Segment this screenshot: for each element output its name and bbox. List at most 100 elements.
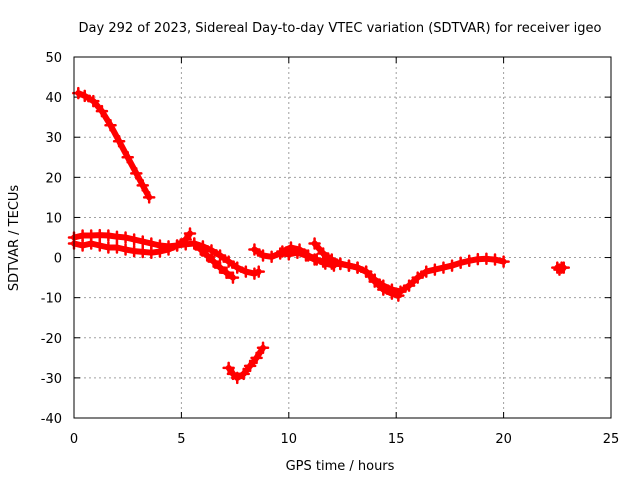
- data-point: [136, 179, 149, 192]
- data-point: [377, 283, 390, 296]
- data-point: [316, 247, 330, 260]
- data-point: [239, 265, 253, 278]
- data-point: [308, 237, 321, 250]
- data-point: [437, 261, 450, 274]
- data-point: [200, 249, 214, 262]
- data-point: [136, 235, 149, 248]
- y-tick-label: 50: [45, 51, 62, 66]
- data-point: [351, 261, 364, 274]
- data-point: [462, 254, 476, 268]
- series-arc-6: [276, 241, 341, 272]
- y-tick-label: 10: [45, 211, 62, 226]
- data-point: [230, 261, 244, 274]
- data-point: [445, 259, 459, 272]
- data-point: [293, 243, 306, 256]
- data-point: [183, 227, 197, 240]
- data-point: [76, 239, 89, 252]
- data-point: [95, 104, 109, 118]
- data-point: [87, 94, 100, 108]
- y-tick-label: -30: [41, 372, 62, 387]
- data-point: [142, 191, 156, 204]
- data-point: [334, 257, 347, 270]
- data-point: [454, 256, 467, 270]
- y-axis-title: SDTVAR / TECUs: [7, 185, 22, 292]
- data-point: [222, 255, 235, 268]
- data-point: [213, 249, 227, 262]
- x-tick-label: 15: [388, 432, 405, 447]
- axis-ticks: [73, 56, 612, 419]
- series-arc-3: [67, 227, 197, 259]
- data-point: [194, 243, 207, 256]
- data-point: [127, 233, 141, 246]
- data-point: [207, 255, 220, 268]
- data-point: [226, 271, 240, 284]
- data-point: [84, 237, 98, 250]
- data-point: [385, 287, 399, 300]
- data-point: [112, 134, 126, 148]
- data-point: [402, 279, 416, 292]
- data-point: [220, 266, 233, 280]
- y-tick-label: -10: [41, 292, 62, 307]
- y-tick-label: 0: [54, 252, 62, 267]
- chart-title: Day 292 of 2023, Sidereal Day-to-day VTE…: [79, 21, 602, 36]
- data-point: [110, 241, 124, 254]
- series-line: [75, 90, 153, 201]
- data-point: [93, 239, 107, 252]
- data-point: [256, 341, 270, 355]
- data-point: [411, 271, 424, 284]
- y-tick-label: 30: [45, 131, 62, 146]
- data-point: [121, 151, 134, 164]
- series-line: [71, 232, 262, 277]
- data-point: [342, 259, 356, 272]
- plot-frame: [73, 56, 612, 419]
- series-arc-7: [308, 237, 405, 302]
- data-point: [359, 265, 373, 278]
- y-tick-label: 20: [45, 171, 62, 186]
- data-point: [301, 249, 315, 262]
- data-point: [428, 263, 442, 276]
- data-point: [119, 231, 132, 244]
- data-point: [153, 245, 167, 258]
- data-point: [284, 241, 298, 254]
- data-point: [78, 89, 91, 103]
- y-tick-label: -20: [41, 332, 62, 347]
- x-tick-label: 25: [603, 432, 620, 447]
- data-point: [237, 367, 250, 381]
- data-point: [557, 261, 570, 274]
- tick-labels: 0 5 10 15 20 25 -40 -30 -20 -10 0 10 20 30 40 50: [41, 51, 620, 447]
- data-point: [488, 253, 502, 266]
- data-point: [213, 261, 227, 274]
- data-point: [252, 265, 265, 278]
- data-point: [497, 255, 510, 268]
- data-point: [420, 265, 433, 278]
- data-point: [162, 243, 175, 256]
- data-point: [188, 237, 201, 250]
- data-point: [250, 351, 263, 365]
- x-tick-label: 0: [70, 432, 78, 447]
- data-point: [368, 275, 381, 288]
- data-point: [119, 243, 132, 256]
- data-point: [248, 243, 261, 256]
- series-arc-2: [67, 228, 265, 280]
- series-arc-4: [188, 237, 240, 284]
- x-tick-label: 20: [495, 432, 512, 447]
- data-point: [310, 253, 323, 266]
- data-point: [243, 359, 257, 373]
- series-arc-9: [551, 261, 570, 276]
- data-point: [222, 361, 235, 375]
- series-arc-8: [222, 341, 270, 385]
- data-point: [179, 233, 192, 246]
- data-point: [104, 118, 117, 132]
- data-point: [392, 289, 405, 302]
- data-point: [230, 371, 244, 385]
- data-point: [325, 253, 339, 266]
- data-point: [72, 86, 85, 100]
- data-point: [130, 167, 143, 180]
- y-tick-label: -40: [41, 412, 62, 427]
- data-point: [319, 257, 332, 270]
- data-point: [170, 239, 184, 252]
- x-tick-label: 10: [281, 432, 298, 447]
- series-arc-1: [72, 86, 156, 204]
- x-tick-label: 5: [177, 432, 185, 447]
